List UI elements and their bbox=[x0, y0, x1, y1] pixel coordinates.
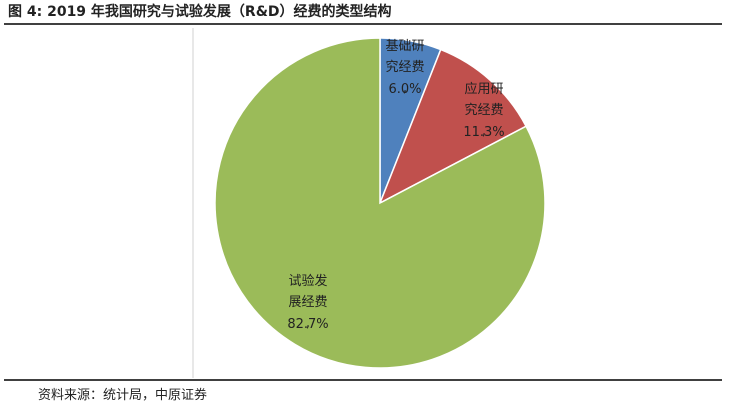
pie-slice bbox=[378, 48, 528, 205]
slice-value-label: 11.3% bbox=[463, 125, 504, 140]
slice-value-label: 82.7% bbox=[287, 317, 328, 332]
slice-category-label: 应用研究经费, bbox=[464, 81, 503, 139]
source: 资料来源：统计局，中原证券 bbox=[38, 387, 207, 403]
slice-value-label: 6.0% bbox=[388, 82, 421, 97]
slice-category-label: 基础研究经费, bbox=[385, 39, 424, 96]
pie-slice bbox=[214, 37, 546, 369]
slice-category-label: 试验发展经费, bbox=[288, 273, 327, 331]
chart-title: 图 4: 2019 年我国研究与试验发展（R&D）经费的类型结构 bbox=[8, 3, 392, 20]
